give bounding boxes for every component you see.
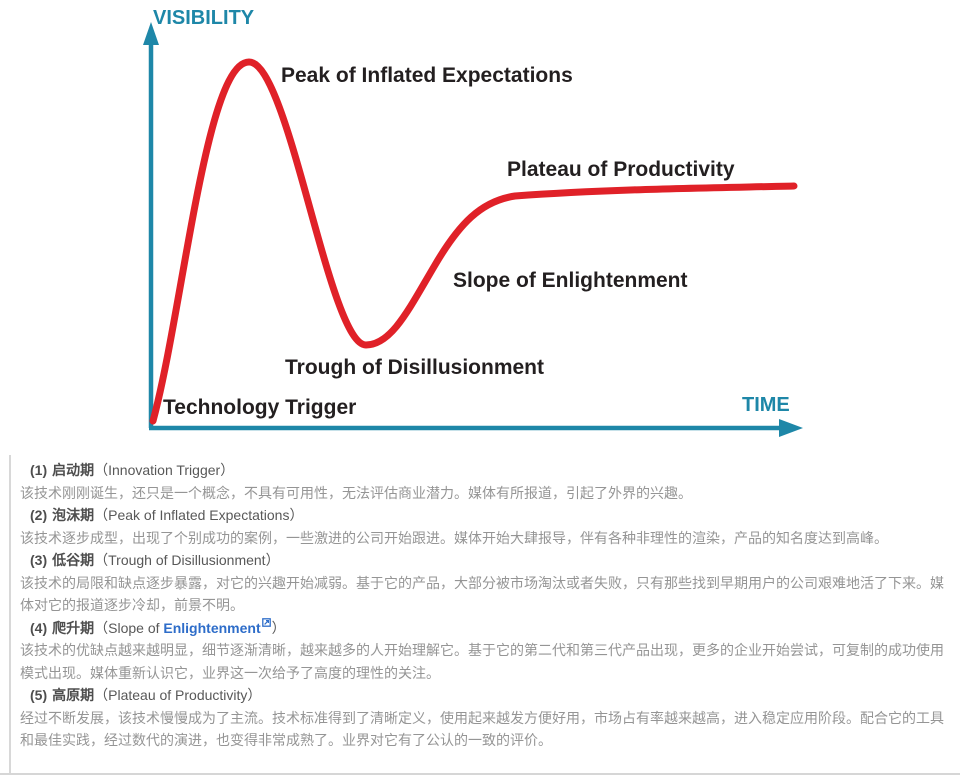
y-axis-arrow-icon [143,22,159,45]
phase-english: （Peak of Inflated Expectations） [94,507,304,523]
phase-descriptions-quote: (1) 启动期（Innovation Trigger） 该技术刚刚诞生，还只是一个… [9,455,960,773]
stage-label-slope: Slope of Enlightenment [453,269,688,292]
stage-label-plateau: Plateau of Productivity [507,158,735,181]
section-2-body: 该技术逐步成型，出现了个别成功的案例，一些激进的公司开始跟进。媒体开始大肆报导，… [20,529,888,546]
section-number: (5) [30,687,48,703]
section-3-body: 该技术的局限和缺点逐步暴露，对它的兴趣开始减弱。基于它的产品，大部分被市场淘汰或… [20,574,944,614]
hype-cycle-chart: VISIBILITY TIME Peak of Inflated Expecta… [143,7,803,437]
stage-label-trigger: Technology Trigger [163,396,356,419]
hype-cycle-svg: VISIBILITY TIME Peak of Inflated Expecta… [143,7,803,437]
x-axis-label: TIME [742,394,790,416]
section-2-heading: (2) 泡沫期（Peak of Inflated Expectations） [20,504,944,527]
phase-name: 高原期 [52,687,95,703]
phase-english-suffix: ） [271,619,286,636]
phase-name: 启动期 [52,462,95,478]
y-axis-label: VISIBILITY [153,7,255,29]
section-1-heading: (1) 启动期（Innovation Trigger） [20,459,944,482]
section-1-body: 该技术刚刚诞生，还只是一个概念，不具有可用性，无法评估商业潜力。媒体有所报道，引… [20,484,692,501]
phase-english: （Trough of Disillusionment） [94,552,280,568]
hype-curve [149,58,798,425]
section-number: (4) [30,619,48,636]
x-axis-arrow-icon [779,419,803,437]
phase-english-prefix: （Slope of [94,619,164,636]
enlightenment-link[interactable]: Enlightenment [163,619,261,636]
stage-label-trough: Trough of Disillusionment [285,356,544,379]
section-4-body: 该技术的优缺点越来越明显，细节逐渐清晰，越来越多的人开始理解它。基于它的第二代和… [20,642,944,681]
section-number: (1) [30,462,48,478]
section-number: (2) [30,507,48,523]
phase-name: 爬升期 [52,619,95,636]
phase-english: （Plateau of Productivity） [94,687,262,703]
section-5-heading: (5) 高原期（Plateau of Productivity） [20,684,944,707]
article-section: (1) 启动期（Innovation Trigger） 该技术刚刚诞生，还只是一个… [0,455,960,775]
section-3-heading: (3) 低谷期（Trough of Disillusionment） [20,549,944,572]
external-link-icon [261,617,271,627]
section-4-heading: (4) 爬升期（Slope of Enlightenment ） [20,617,944,640]
section-number: (3) [30,552,48,568]
phase-english: （Innovation Trigger） [94,462,235,478]
phase-name: 低谷期 [52,552,95,568]
phase-name: 泡沫期 [52,507,95,523]
section-5-body: 经过不断发展，该技术慢慢成为了主流。技术标准得到了清晰定义，使用起来越发方便好用… [20,709,944,749]
stage-label-peak: Peak of Inflated Expectations [281,64,573,87]
